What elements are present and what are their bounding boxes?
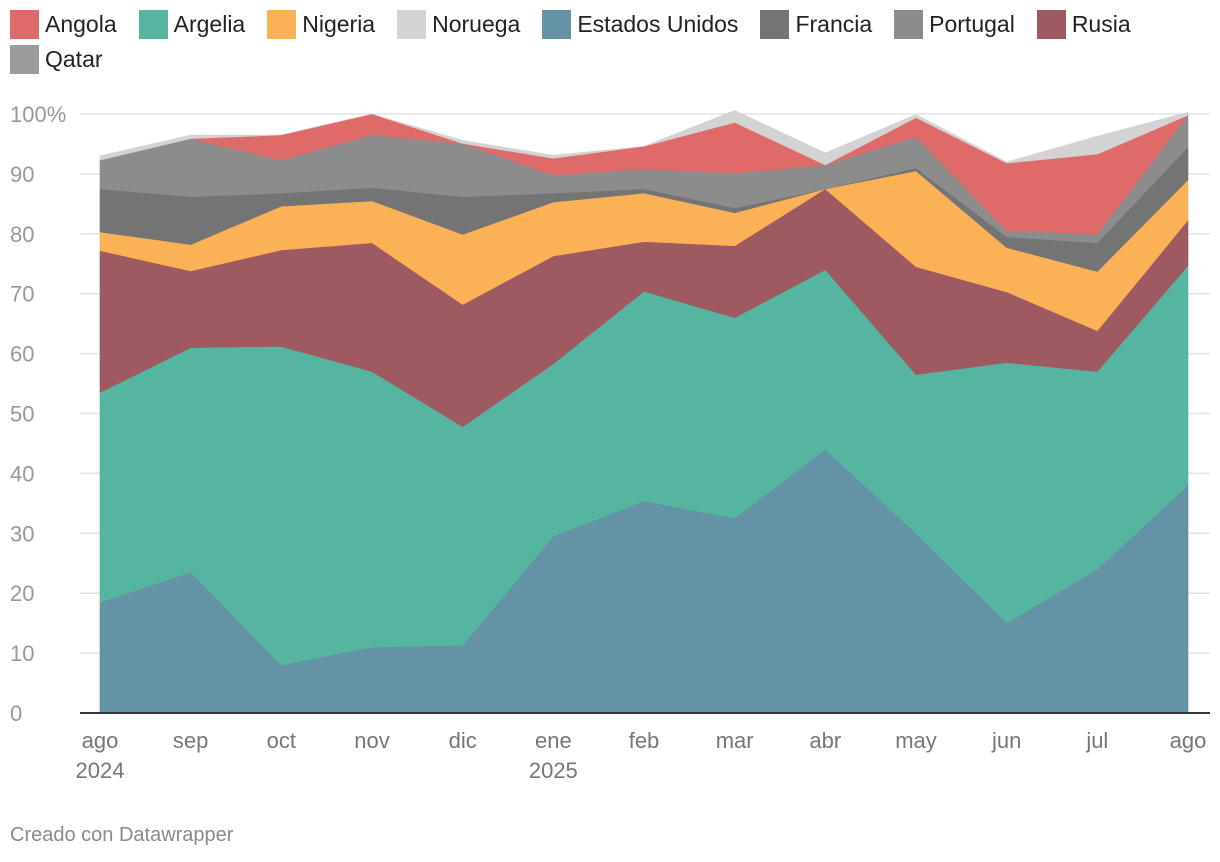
legend-label: Angola [45, 11, 117, 37]
legend-swatch [894, 10, 924, 39]
legend-swatch [267, 10, 297, 39]
area-layer [99, 110, 1189, 714]
credit-text: Creado con Datawrapper [10, 824, 234, 846]
y-tick-label: 40 [10, 461, 34, 486]
legend-label: Portugal [929, 11, 1015, 37]
x-tick-label: feb [629, 728, 660, 753]
x-tick-year-label: 2025 [529, 758, 578, 783]
x-tick-label: jun [991, 728, 1021, 753]
x-tick-label: abr [809, 728, 841, 753]
y-tick-label: 50 [10, 402, 34, 427]
legend-swatch [138, 10, 168, 39]
legend-swatch [10, 10, 39, 39]
legend-swatch [760, 10, 790, 39]
legend-label: Rusia [1071, 11, 1131, 37]
legend-item-qatar: Qatar [10, 45, 103, 74]
x-tick-label: nov [354, 728, 389, 753]
chart-legend: Angola Argelia Nigeria Noruega Estados Unido… [10, 10, 1210, 74]
legend-item-noruega: Noruega [397, 10, 520, 39]
y-tick-label: 90 [10, 162, 34, 187]
legend-label: Argelia [173, 11, 246, 37]
legend-swatch [1036, 10, 1066, 39]
legend-item-argelia: Argelia [138, 10, 246, 39]
x-tick-label: sep [173, 728, 208, 753]
x-tick-label: ago [82, 728, 119, 753]
x-tick-label: may [895, 728, 937, 753]
legend-swatch [542, 10, 572, 39]
x-tick-label: jul [1085, 728, 1108, 753]
x-tick-label: dic [449, 728, 477, 753]
legend-item-angola: Angola [10, 10, 117, 39]
legend-label: Estados Unidos [577, 11, 739, 37]
y-tick-label: 30 [10, 521, 34, 546]
x-tick-label: ene [535, 728, 572, 753]
legend-swatch [10, 45, 39, 74]
legend-swatch [397, 10, 427, 39]
x-tick-label: oct [267, 728, 296, 753]
y-tick-label: 10 [10, 641, 34, 666]
legend-item-portugal: Portugal [894, 10, 1015, 39]
y-tick-label: 100% [10, 102, 66, 127]
legend-item-estados-unidos: Estados Unidos [542, 10, 738, 39]
legend-label: Noruega [432, 11, 521, 37]
y-tick-label: 60 [10, 342, 34, 367]
y-tick-label: 0 [10, 701, 22, 726]
legend-item-nigeria: Nigeria [267, 10, 375, 39]
y-tick-label: 80 [10, 222, 34, 247]
legend-label: Qatar [45, 46, 103, 72]
legend-label: Francia [795, 11, 873, 37]
area-noruega [99, 110, 1189, 166]
y-tick-label: 20 [10, 581, 34, 606]
legend-label: Nigeria [302, 11, 376, 37]
axis-layer: ago 2024 sep oct nov dic ene 2025 feb mar abr may ju… [76, 712, 1210, 783]
y-tick-label: 70 [10, 282, 34, 307]
x-tick-label: ago [1170, 728, 1207, 753]
x-tick-label: mar [716, 728, 754, 753]
x-tick-year-label: 2024 [76, 758, 125, 783]
legend-item-rusia: Rusia [1036, 10, 1131, 39]
legend-item-francia: Francia [760, 10, 872, 39]
